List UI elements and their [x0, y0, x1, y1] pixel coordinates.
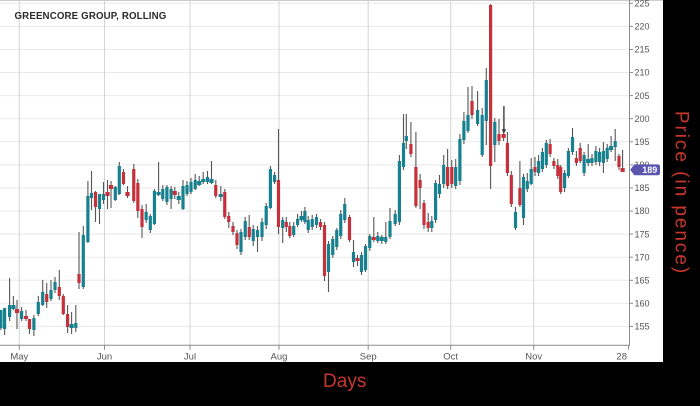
svg-text:220: 220 [635, 22, 650, 32]
svg-text:Price (in pence): Price (in pence) [671, 111, 692, 275]
svg-text:155: 155 [635, 322, 650, 332]
svg-text:Oct: Oct [443, 352, 458, 363]
svg-text:205: 205 [635, 91, 650, 101]
svg-text:Nov: Nov [525, 352, 542, 363]
svg-text:210: 210 [635, 68, 650, 78]
svg-text:200: 200 [635, 114, 650, 124]
svg-text:165: 165 [635, 276, 650, 286]
svg-text:180: 180 [635, 206, 650, 216]
svg-text:Jul: Jul [184, 352, 196, 363]
svg-text:225: 225 [635, 0, 650, 9]
svg-text:160: 160 [635, 299, 650, 309]
svg-text:Days: Days [323, 371, 366, 392]
svg-text:215: 215 [635, 45, 650, 55]
svg-text:185: 185 [635, 183, 650, 193]
svg-text:GREENCORE GROUP, ROLLING: GREENCORE GROUP, ROLLING [15, 11, 167, 22]
svg-text:189: 189 [642, 165, 657, 175]
svg-text:170: 170 [635, 252, 650, 262]
svg-text:Sep: Sep [360, 352, 377, 363]
svg-text:Jun: Jun [97, 352, 112, 363]
svg-text:May: May [10, 352, 28, 363]
svg-text:28: 28 [616, 352, 627, 363]
svg-text:Aug: Aug [271, 352, 288, 363]
svg-text:195: 195 [635, 137, 650, 147]
svg-text:175: 175 [635, 229, 650, 239]
